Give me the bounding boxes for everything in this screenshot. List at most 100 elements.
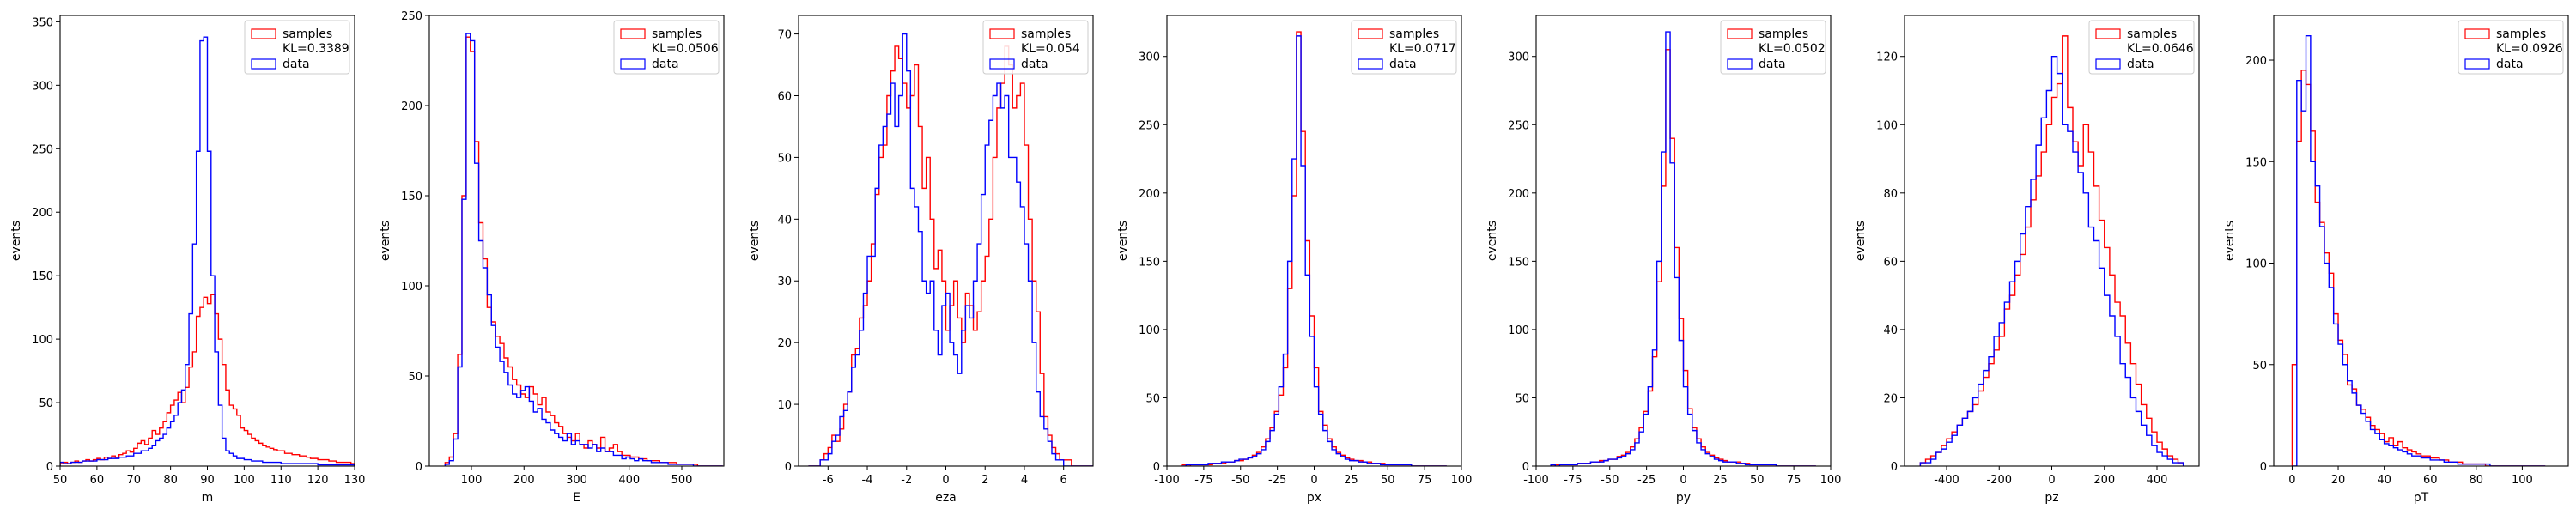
series-data-line xyxy=(2292,34,2546,466)
y-tick-label: 0 xyxy=(1153,461,1160,474)
legend-label-data: data xyxy=(2127,58,2154,71)
y-tick-label: 300 xyxy=(1508,52,1529,64)
x-tick-label: 0 xyxy=(2288,474,2295,487)
y-tick-label: 0 xyxy=(2260,461,2267,474)
y-tick-label: 50 xyxy=(1515,392,1529,405)
y-tick-label: 350 xyxy=(32,16,53,29)
legend-label-data: data xyxy=(283,58,310,71)
x-tick-label: -200 xyxy=(1986,474,2012,487)
x-tick-label: 400 xyxy=(618,474,640,487)
legend-swatch-samples xyxy=(1358,28,1383,39)
y-axis-label: events xyxy=(748,221,762,261)
y-axis-label: events xyxy=(9,221,23,261)
y-tick-label: 50 xyxy=(777,152,792,165)
y-tick-label: 200 xyxy=(1508,188,1529,201)
y-tick-label: 150 xyxy=(401,191,422,203)
y-tick-label: 250 xyxy=(1139,119,1160,132)
legend-label-samples: samples xyxy=(652,27,702,41)
y-tick-label: 200 xyxy=(1139,188,1160,201)
x-tick-label: 100 xyxy=(461,474,483,487)
legend-box xyxy=(2088,20,2195,75)
y-tick-label: 150 xyxy=(2245,156,2267,169)
legend-label-data: data xyxy=(652,58,679,71)
series-samples-line xyxy=(1551,49,1816,466)
series-data-line xyxy=(60,36,355,466)
x-tick-label: 400 xyxy=(2147,474,2168,487)
y-tick-label: 250 xyxy=(32,143,53,156)
x-tick-label: 80 xyxy=(2470,474,2484,487)
legend-swatch-data xyxy=(2095,58,2121,70)
x-tick-label: 0 xyxy=(2048,474,2055,487)
x-tick-label: 50 xyxy=(53,474,68,487)
x-tick-label: 2 xyxy=(981,474,988,487)
x-tick-label: 0 xyxy=(1680,474,1686,487)
y-tick-label: 30 xyxy=(777,276,792,288)
x-tick-label: 25 xyxy=(1344,474,1358,487)
y-tick-label: 40 xyxy=(777,214,792,227)
x-tick-label: 6 xyxy=(1060,474,1067,487)
x-tick-label: 200 xyxy=(513,474,535,487)
series-data-line xyxy=(1182,35,1447,466)
y-tick-label: 300 xyxy=(32,80,53,93)
x-tick-label: 500 xyxy=(671,474,693,487)
x-tick-label: -6 xyxy=(823,474,834,487)
legend-kl-value: KL=0.054 xyxy=(1021,42,1080,56)
x-tick-label: 20 xyxy=(2331,474,2346,487)
x-tick-label: 130 xyxy=(344,474,366,487)
x-axis-label: py xyxy=(1676,491,1691,505)
series-samples-line xyxy=(60,294,355,466)
plot-frame xyxy=(428,15,725,467)
legend-swatch-data xyxy=(620,58,646,70)
y-tick-label: 0 xyxy=(46,461,53,474)
chart-panel-pT: 0 20 40 60 80 100 0 50 100 150 200 pT events samplesK… xyxy=(2223,15,2569,505)
y-tick-label: 0 xyxy=(785,461,792,474)
legend-label-samples: samples xyxy=(2127,27,2177,41)
y-tick-label: 150 xyxy=(1508,256,1529,269)
legend-label-data: data xyxy=(1759,58,1786,71)
series-samples-line xyxy=(808,45,1093,466)
legend-label-data: data xyxy=(1021,58,1048,71)
y-tick-label: 50 xyxy=(39,397,53,410)
x-tick-label: 80 xyxy=(163,474,178,487)
legend-swatch-samples xyxy=(2464,28,2490,39)
y-axis-label: events xyxy=(1854,221,1868,261)
x-tick-label: 4 xyxy=(1021,474,1028,487)
legend-kl-value: KL=0.0506 xyxy=(652,42,719,56)
y-tick-label: 40 xyxy=(1883,324,1898,337)
legend-swatch-data xyxy=(1727,58,1753,70)
x-tick-label: 110 xyxy=(270,474,292,487)
y-tick-label: 70 xyxy=(777,29,792,42)
series-data-line xyxy=(1550,31,1816,466)
y-tick-label: 100 xyxy=(2245,258,2267,271)
y-tick-label: 300 xyxy=(1139,52,1160,64)
legend-box xyxy=(2458,20,2564,75)
y-tick-label: 80 xyxy=(1883,188,1898,201)
y-tick-label: 100 xyxy=(1508,324,1529,337)
y-tick-label: 60 xyxy=(1883,256,1898,269)
chart-panel-eza: -6 -4 -2 0 2 4 6010203040506070ezaeventssample… xyxy=(748,15,1094,505)
legend-box xyxy=(244,20,350,75)
x-tick-label: 50 xyxy=(1750,474,1765,487)
x-axis-label: m xyxy=(202,491,214,505)
legend-swatch-data xyxy=(2464,58,2490,70)
legend-label-samples: samples xyxy=(2496,27,2546,41)
y-tick-label: 50 xyxy=(2252,360,2267,373)
legend-label-samples: samples xyxy=(1021,27,1071,41)
legend-box xyxy=(1720,20,1826,75)
x-axis-label: px xyxy=(1307,491,1321,505)
x-tick-label: 70 xyxy=(126,474,141,487)
x-tick-label: 40 xyxy=(2377,474,2391,487)
x-tick-label: 300 xyxy=(566,474,587,487)
x-axis-label: E xyxy=(573,491,580,505)
legend-box xyxy=(613,20,720,75)
y-axis-label: events xyxy=(1485,221,1499,261)
x-tick-label: 75 xyxy=(1787,474,1801,487)
x-tick-label: -100 xyxy=(1154,474,1180,487)
x-tick-label: -75 xyxy=(1564,474,1582,487)
y-tick-label: 0 xyxy=(416,461,422,474)
series-data-line xyxy=(808,33,1093,466)
legend-swatch-samples xyxy=(620,28,646,39)
y-tick-label: 200 xyxy=(32,207,53,220)
legend-swatch-samples xyxy=(1727,28,1753,39)
